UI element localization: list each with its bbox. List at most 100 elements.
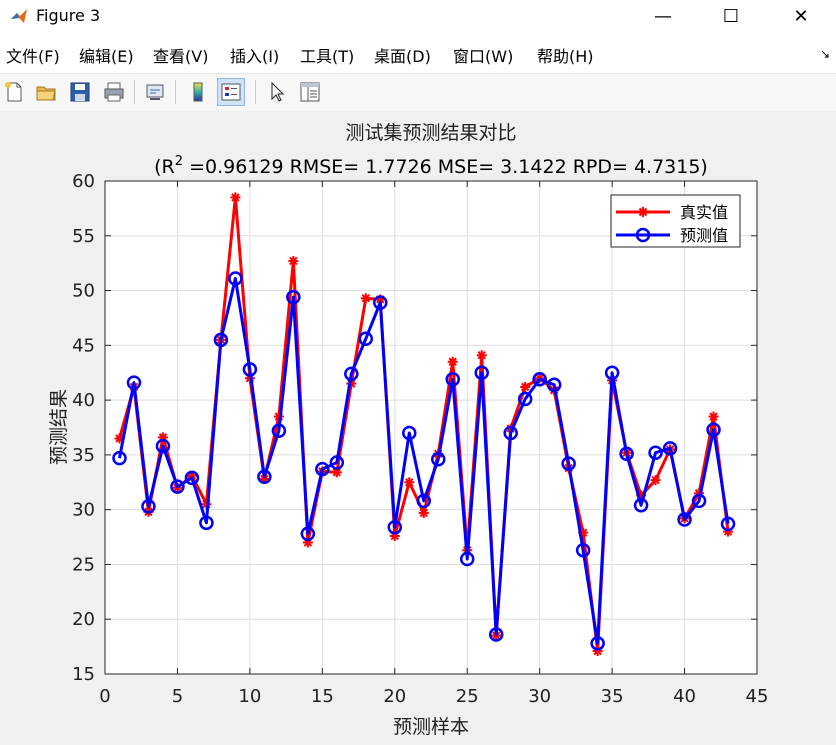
- data-point: [520, 381, 531, 392]
- toolbar-separator: [175, 80, 176, 104]
- line-chart[interactable]: 0 5 10 15 20 25 30 35 40 45 15 20 25 30 35 40 45 50 55 60 测…: [0, 111, 836, 741]
- plot-area: [105, 181, 757, 674]
- menu-tools[interactable]: 工具(T): [300, 47, 355, 66]
- y-tick-label: 50: [72, 281, 95, 302]
- data-point: [242, 362, 258, 377]
- data-point: [114, 433, 125, 444]
- new-figure-icon[interactable]: [0, 78, 28, 106]
- data-point: [677, 512, 692, 527]
- window-title: Figure 3: [36, 6, 101, 25]
- y-axis-label: 预测结果: [48, 389, 70, 465]
- x-axis-label: 预测样本: [393, 716, 469, 738]
- x-tick-label: 5: [172, 686, 183, 707]
- data-point: [273, 411, 284, 422]
- data-point: [344, 366, 359, 382]
- data-point: [259, 473, 270, 484]
- data-point: [619, 446, 634, 462]
- data-point: [257, 469, 272, 485]
- data-point: [720, 516, 736, 532]
- data-point: [300, 526, 316, 542]
- data-point: [170, 479, 185, 494]
- data-point: [636, 490, 647, 501]
- x-tick-label: 45: [746, 686, 769, 707]
- y-tick-label: 35: [72, 445, 95, 466]
- menu-window[interactable]: 窗口(W): [453, 47, 514, 66]
- data-point: [329, 455, 345, 470]
- data-point: [592, 645, 603, 656]
- data-point: [575, 542, 591, 558]
- y-tick-label: 25: [72, 554, 95, 575]
- data-point: [358, 331, 374, 347]
- data-point: [389, 530, 400, 541]
- x-tick-label: 35: [601, 686, 624, 707]
- legend-marker-series-1: [635, 227, 651, 243]
- close-button[interactable]: ✕: [778, 0, 824, 33]
- close-icon: ✕: [793, 6, 809, 27]
- maximize-button[interactable]: ☐: [708, 0, 754, 33]
- data-point: [708, 411, 719, 422]
- save-icon[interactable]: [66, 78, 94, 106]
- open-file-icon[interactable]: [32, 78, 60, 106]
- legend-label-series-0: 真实值: [680, 203, 728, 222]
- legend[interactable]: 真实值 预测值: [610, 194, 741, 248]
- data-point: [286, 289, 301, 305]
- pointer-icon[interactable]: [263, 78, 291, 106]
- data-point: [186, 470, 197, 481]
- y-tick-label: 15: [72, 664, 95, 685]
- data-point: [346, 378, 357, 389]
- data-point: [694, 488, 705, 499]
- data-point: [360, 293, 371, 304]
- data-point: [546, 377, 562, 393]
- menu-file[interactable]: 文件(F): [6, 47, 60, 66]
- data-point: [723, 526, 734, 537]
- data-point: [517, 391, 533, 407]
- data-point: [604, 365, 620, 380]
- legend-marker-series-0: [638, 207, 648, 217]
- toolbar-separator: [134, 80, 135, 104]
- axes-box: [104, 180, 758, 675]
- data-point: [445, 372, 460, 387]
- data-point: [155, 438, 171, 454]
- data-point: [505, 423, 516, 434]
- menu-edit[interactable]: 编辑(E): [79, 47, 134, 66]
- window-titlebar: Figure 3 — ☐ ✕: [0, 0, 836, 33]
- data-point: [691, 493, 707, 509]
- y-tick-label: 45: [72, 335, 95, 356]
- data-point: [271, 423, 287, 439]
- data-point: [488, 627, 504, 642]
- data-point: [418, 507, 429, 518]
- data-point: [532, 372, 547, 387]
- data-point: [447, 356, 458, 367]
- data-point: [157, 432, 168, 443]
- minimize-button[interactable]: —: [640, 0, 686, 33]
- data-point: [141, 499, 156, 514]
- legend-label-series-1: 预测值: [680, 226, 728, 245]
- series-line-1: [118, 277, 730, 645]
- print-icon[interactable]: [100, 78, 128, 106]
- axis-ticks: 0 5 10 15 20 25 30 35 40 45 15 20 25 30 35 40 45 50 55 60: [72, 171, 768, 707]
- menu-bar: 文件(F) 编辑(E) 查看(V) 插入(I) 工具(T) 桌面(D) 窗口(W…: [0, 33, 836, 73]
- figure-toolbar: [0, 73, 836, 112]
- data-point: [302, 537, 313, 548]
- data-point: [228, 271, 243, 286]
- data-point: [561, 456, 576, 471]
- menu-help[interactable]: 帮助(H): [537, 47, 594, 66]
- menu-insert[interactable]: 插入(I): [230, 47, 280, 66]
- data-point: [590, 636, 605, 651]
- legend-icon[interactable]: [217, 78, 245, 106]
- data-point: [331, 467, 342, 478]
- data-point: [126, 375, 142, 390]
- menu-view[interactable]: 查看(V): [153, 47, 209, 66]
- menu-desktop[interactable]: 桌面(D): [374, 47, 431, 66]
- colorbar-icon[interactable]: [184, 78, 212, 106]
- x-tick-label: 15: [311, 686, 334, 707]
- property-inspector-icon[interactable]: [296, 78, 324, 106]
- data-point: [387, 519, 403, 535]
- data-point: [404, 477, 415, 488]
- menu-overflow-icon[interactable]: ↘: [819, 47, 830, 61]
- matlab-logo-icon: [11, 9, 27, 23]
- data-point: [402, 425, 417, 441]
- link-icon[interactable]: [141, 78, 169, 106]
- x-tick-label: 25: [456, 686, 479, 707]
- x-tick-label: 20: [383, 686, 406, 707]
